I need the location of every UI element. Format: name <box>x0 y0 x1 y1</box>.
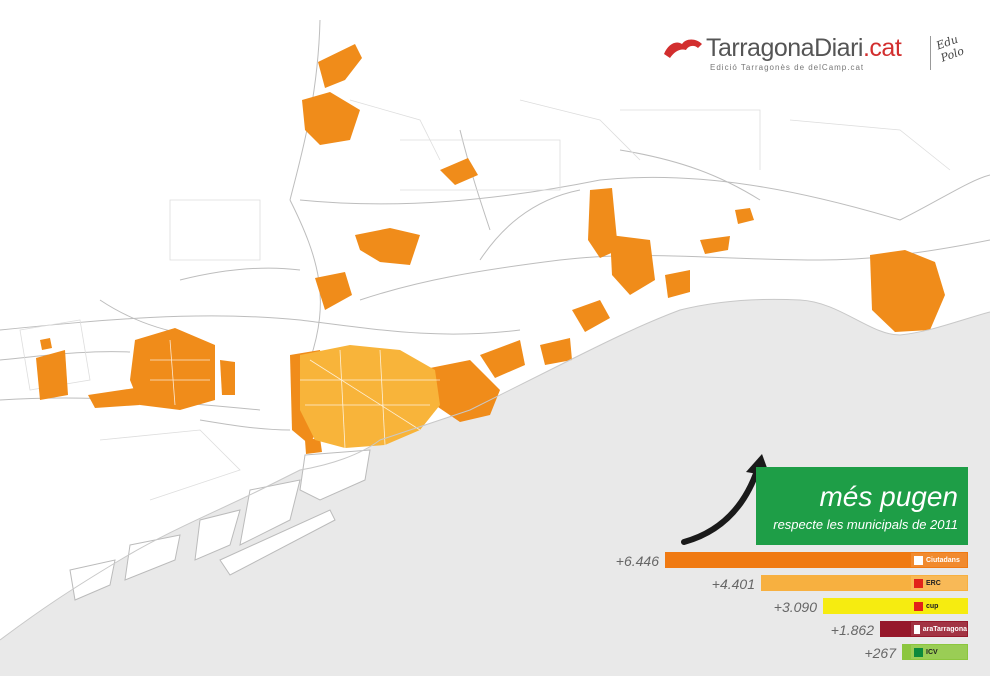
bar-row-aratarragona: +1.862 araTarragona <box>560 621 968 639</box>
bar-value-label: +267 <box>864 645 896 661</box>
party-badge-label: cup <box>926 602 939 610</box>
party-badge-icv: ICV <box>911 645 967 659</box>
banner-subtitle: respecte les municipals de 2011 <box>773 517 958 532</box>
bar-icv: ICV <box>902 644 968 660</box>
party-logo-icon <box>914 647 923 657</box>
bar-cup: cup <box>823 598 968 614</box>
bar-value-label: +4.401 <box>711 576 755 592</box>
logo-divider <box>930 36 931 70</box>
coastline <box>0 298 990 641</box>
bar-erc: ERC <box>761 575 968 591</box>
bar-ciutadans: Ciutadans <box>665 552 968 568</box>
city-centre <box>300 345 440 448</box>
party-badge-aratarragona: araTarragona <box>911 622 967 636</box>
party-badge-erc: ERC <box>911 576 967 590</box>
party-badge-ciutadans: Ciutadans <box>911 553 967 567</box>
party-logo-icon <box>914 624 920 634</box>
party-badge-label: Ciutadans <box>926 556 960 564</box>
party-badge-label: araTarragona <box>922 625 967 633</box>
minor-streets <box>19 99 951 501</box>
party-logo-icon <box>914 555 923 565</box>
party-logo-icon <box>914 601 923 611</box>
bar-row-erc: +4.401 ERC <box>560 575 968 593</box>
bar-row-ciutadans: +6.446 Ciutadans <box>560 552 968 570</box>
author-signature: Edu Polo <box>934 32 966 65</box>
bar-value-label: +1.862 <box>830 622 874 638</box>
party-badge-label: ICV <box>926 648 938 656</box>
party-badge-label: ERC <box>926 579 941 587</box>
logo-title: TarragonaDiari.cat <box>706 34 902 63</box>
bar-aratarragona: araTarragona <box>880 621 968 637</box>
bar-row-cup: +3.090 cup <box>560 598 968 616</box>
logo-subtitle: Edició Tarragonès de delCamp.cat <box>710 63 865 72</box>
port <box>69 449 371 601</box>
highlighted-areas <box>36 44 945 454</box>
banner-title: més pugen <box>819 481 958 512</box>
party-badge-cup: cup <box>911 599 967 613</box>
logo-title-main: TarragonaDiari <box>706 34 863 62</box>
sea <box>0 299 990 676</box>
legend-banner: més pugen respecte les municipals de 201… <box>756 467 968 545</box>
logo-title-accent: .cat <box>862 34 902 62</box>
bar-value-label: +6.446 <box>615 553 659 569</box>
logo-mark-icon <box>664 39 702 58</box>
centre-streets <box>150 339 440 449</box>
site-logo[interactable]: TarragonaDiari.cat Edició Tarragonès de … <box>662 30 982 80</box>
party-logo-icon <box>914 578 923 588</box>
bar-row-icv: +267 ICV <box>560 644 968 662</box>
bar-value-label: +3.090 <box>773 599 817 615</box>
